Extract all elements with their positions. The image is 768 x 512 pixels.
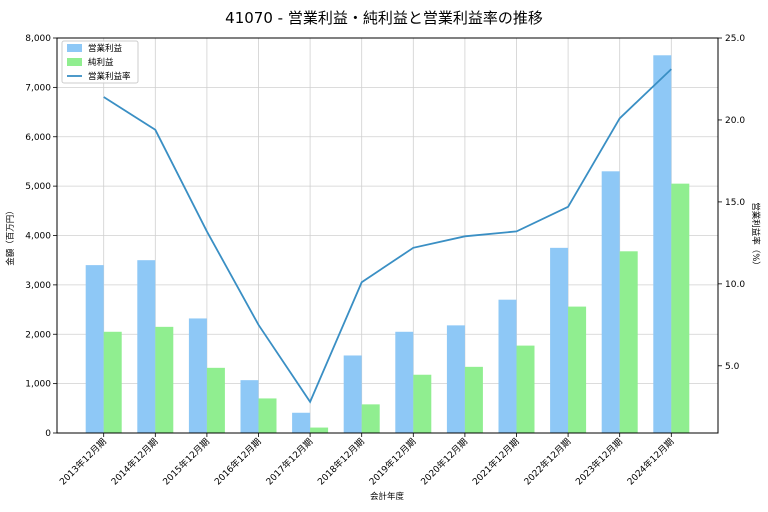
y2-tick-label-3: 20.0 (725, 116, 745, 126)
y-tick-label-6: 6,000 (25, 133, 51, 143)
y2-tick-label-1: 10.0 (725, 280, 745, 290)
x-tick-label-2: 2015年12月期 (160, 436, 212, 488)
x-tick-label-6: 2019年12月期 (367, 436, 419, 488)
grid (57, 37, 718, 434)
y-tick-label-2: 2,000 (25, 330, 51, 340)
operating-profit-bar-6 (395, 331, 414, 433)
x-tick-label-11: 2024年12月期 (625, 436, 677, 488)
x-tick-label-7: 2020年12月期 (418, 436, 470, 488)
x-tick-label-3: 2016年12月期 (212, 436, 264, 488)
net-profit-bar-7 (464, 366, 483, 433)
y-tick-label-0: 0 (45, 429, 51, 439)
chart-title: 41070 - 営業利益・純利益と営業利益率の推移 (225, 9, 543, 27)
y2-tick-label-2: 15.0 (725, 198, 745, 208)
right-axis: 5.0 10.0 15.0 20.0 25.0 (718, 34, 745, 372)
ratio-line (103, 68, 672, 404)
y-tick-label-8: 8,000 (25, 34, 51, 44)
left-axis: 0 1,000 2,000 3,000 4,000 5,000 6,000 7,000 8,00… (25, 34, 57, 439)
legend-swatch-operating-profit (67, 44, 82, 52)
net-profit-bar-1 (155, 326, 174, 433)
operating-profit-bar-11 (653, 55, 672, 433)
x-tick-label-10: 2023年12月期 (573, 436, 625, 488)
x-tick-label-8: 2021年12月期 (470, 436, 522, 488)
net-profit-bar-2 (206, 367, 225, 433)
legend-label-ratio: 営業利益率 (88, 71, 131, 82)
x-axis: 2013年12月期 2014年12月期 2015年12月期 2016年12月期 2017… (57, 433, 676, 488)
y-tick-label-3: 3,000 (25, 281, 51, 291)
legend-swatch-net-profit (67, 58, 82, 66)
operating-profit-bar-2 (188, 318, 207, 433)
operating-profit-bar-5 (343, 355, 362, 433)
y-tick-label-7: 7,000 (25, 83, 51, 93)
y-tick-label-5: 5,000 (25, 182, 51, 192)
x-tick-label-0: 2013年12月期 (57, 436, 109, 488)
net-profit-bar-11 (671, 183, 690, 433)
x-tick-label-9: 2022年12月期 (521, 436, 573, 488)
legend: 営業利益 純利益 営業利益率 (61, 40, 139, 84)
net-profit-bar-3 (258, 398, 277, 433)
operating-profit-bar-7 (446, 325, 465, 433)
net-profit-bar-6 (413, 374, 432, 433)
net-profit-bar-10 (619, 251, 638, 433)
net-profit-bar-0 (103, 331, 122, 433)
x-tick-label-1: 2014年12月期 (109, 436, 161, 488)
net-profit-bar-8 (516, 345, 535, 433)
operating-profit-bar-0 (85, 265, 104, 433)
y2-axis-label: 営業利益率（%） (750, 202, 761, 270)
y2-tick-label-4: 25.0 (725, 34, 745, 44)
operating-profit-bar-9 (550, 247, 569, 433)
net-profit-bar-4 (310, 427, 329, 433)
operating-profit-bar-8 (498, 299, 517, 433)
x-tick-label-4: 2017年12月期 (263, 436, 315, 488)
net-profit-bar-9 (568, 306, 587, 433)
y-tick-label-1: 1,000 (25, 380, 51, 390)
x-axis-label: 会計年度 (370, 491, 405, 502)
operating-profit-bar-1 (137, 260, 156, 433)
operating-profit-bar-3 (240, 380, 259, 433)
legend-label-net-profit: 純利益 (88, 57, 114, 68)
y-axis-label: 金額（百万円） (5, 206, 16, 266)
operating-profit-bar-4 (292, 412, 311, 433)
legend-label-operating-profit: 営業利益 (88, 43, 123, 54)
bars (85, 55, 690, 433)
net-profit-bar-5 (361, 404, 380, 433)
ratio-line-series (103, 68, 672, 404)
y2-tick-label-0: 5.0 (725, 362, 740, 372)
y-tick-label-4: 4,000 (25, 232, 51, 242)
operating-profit-bar-10 (601, 171, 620, 433)
x-tick-label-5: 2018年12月期 (315, 436, 367, 488)
